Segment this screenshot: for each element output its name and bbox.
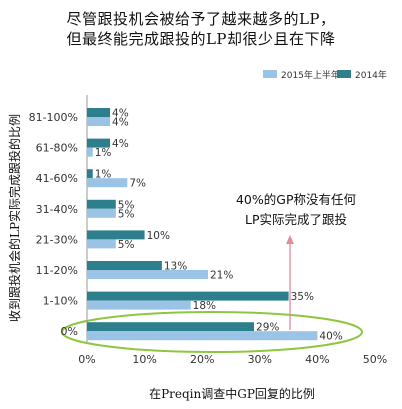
data-label: 5%: [118, 239, 135, 251]
x-tick-label: 40%: [305, 353, 329, 366]
data-label: 29%: [256, 322, 279, 334]
y-tick-label: 61-80%: [36, 142, 78, 155]
chart-title-line2: 但最终能完成跟投的LP却很少且在下降: [66, 30, 336, 48]
bar-2014: [87, 261, 162, 270]
data-label: 40%: [319, 331, 342, 343]
data-label: 7%: [129, 178, 146, 190]
x-axis-title: 在Preqin调查中GP回复的比例: [149, 386, 315, 401]
bar-2015h1: [87, 117, 111, 126]
data-label: 10%: [147, 230, 170, 242]
legend-swatch-2015h1: [263, 70, 277, 78]
y-tick-label: 21-30%: [36, 233, 78, 246]
x-tick-label: 10%: [132, 353, 156, 366]
bar-2015h1: [87, 239, 116, 249]
bar-2015h1: [87, 178, 128, 188]
bar-2015h1: [87, 331, 318, 341]
bar-2015h1: [87, 208, 116, 218]
data-label: 18%: [193, 300, 216, 312]
y-axis-title: 收到跟投机会的LP实际完成跟投的比例: [7, 114, 22, 322]
data-label: 1%: [95, 169, 112, 181]
legend-swatch-2014: [337, 70, 351, 78]
data-label: 4%: [112, 108, 129, 120]
bar-2015h1: [87, 147, 93, 157]
data-label: 4%: [112, 138, 129, 150]
annotation-line2: LP实际完成了跟投: [245, 212, 347, 227]
bar-2015h1: [87, 300, 191, 310]
x-tick-label: 0%: [78, 353, 95, 366]
highlight-ellipse: [61, 311, 363, 353]
bar-2014: [87, 291, 289, 301]
bar-2014: [87, 199, 116, 209]
x-tick-label: 20%: [190, 353, 214, 366]
y-tick-label: 81-100%: [29, 111, 78, 124]
y-tick-label: 1-10%: [43, 295, 78, 308]
data-label: 1%: [95, 147, 112, 159]
y-tick-label: 0%: [61, 325, 78, 338]
bar-2014: [87, 322, 255, 332]
annotation-arrowhead: [286, 235, 294, 244]
data-label: 4%: [112, 117, 129, 129]
bar-2015h1: [87, 270, 208, 279]
bar-2014: [87, 169, 93, 179]
x-tick-label: 30%: [248, 353, 272, 366]
data-label: 35%: [291, 291, 314, 303]
bar-2014: [87, 138, 111, 148]
legend-label-2014: 2014年: [355, 69, 387, 81]
bar-2014: [87, 108, 111, 117]
bar-2014: [87, 230, 145, 240]
legend-label-2015h1: 2015年上半年: [281, 69, 340, 81]
annotation-line1: 40%的GP称没有任何: [236, 192, 357, 207]
chart-title-line1: 尽管跟投机会被给予了越来越多的LP，: [66, 10, 336, 28]
data-label: 13%: [164, 261, 187, 273]
data-label: 21%: [210, 270, 233, 282]
y-tick-label: 41-60%: [36, 172, 78, 185]
y-tick-label: 11-20%: [36, 264, 78, 277]
y-tick-label: 31-40%: [36, 203, 78, 216]
data-label: 5%: [118, 199, 135, 211]
x-tick-label: 50%: [363, 353, 387, 366]
data-label: 5%: [118, 208, 135, 220]
